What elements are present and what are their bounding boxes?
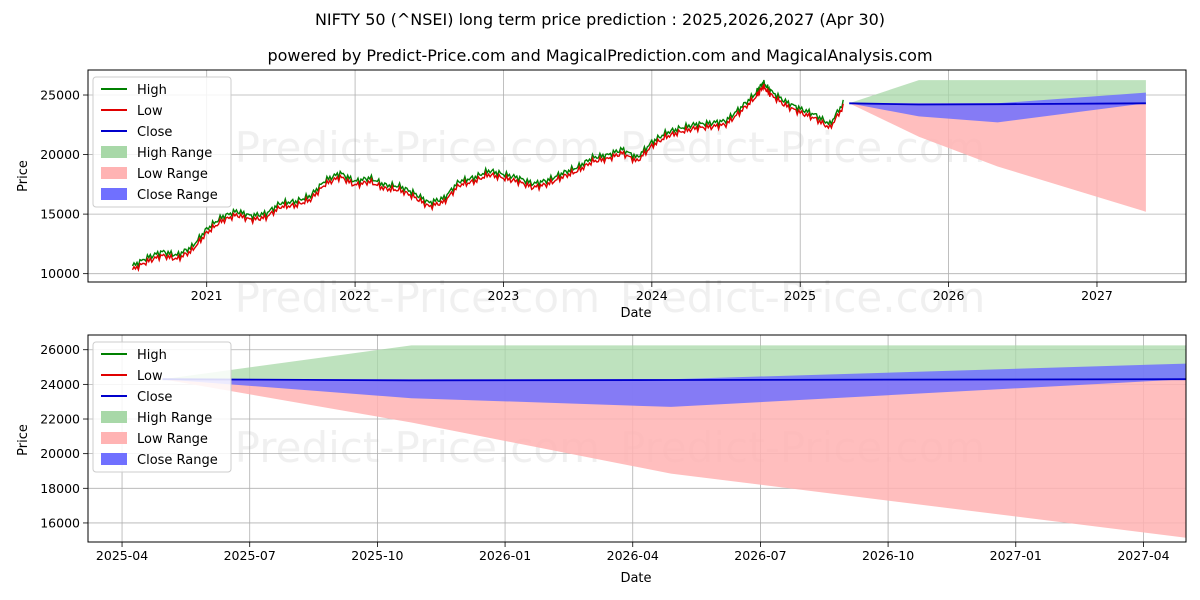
x-tick-label: 2026-04 [607, 548, 659, 563]
legend-label-low_range: Low Range [137, 432, 208, 447]
legend-swatch-low_range [101, 167, 127, 179]
legend-swatch-close_range [101, 453, 127, 465]
x-tick-label: 2026-01 [479, 548, 531, 563]
high-range-band [162, 345, 1186, 380]
x-tick-label: 2024 [636, 288, 668, 303]
chart-2: Predict-Price.comPredict-Price.com2025-0… [16, 334, 1187, 586]
y-axis-label: Price [16, 424, 31, 456]
watermark: Predict-Price.com [235, 273, 600, 322]
x-tick-label: 2025-10 [351, 548, 403, 563]
x-tick-label: 2025-04 [96, 548, 148, 563]
chart-title: NIFTY 50 (^NSEI) long term price predict… [314, 10, 886, 29]
x-tick-label: 2027-01 [990, 548, 1042, 563]
y-tick-label: 20000 [40, 446, 80, 461]
x-tick-label: 2027-04 [1117, 548, 1169, 563]
plot-frame [87, 334, 1187, 543]
legend-label-close_range: Close Range [137, 188, 218, 203]
close-series-line [162, 378, 1187, 382]
y-axis-label: Price [16, 160, 31, 192]
high-series-line [131, 79, 844, 269]
x-tick-label: 2021 [191, 288, 223, 303]
legend-frame [92, 76, 232, 208]
legend-frame [92, 341, 232, 473]
legend-label-high: High [137, 83, 167, 98]
low-range-band [162, 379, 1186, 538]
y-tick-label: 26000 [40, 342, 80, 357]
y-tick-label: 18000 [40, 481, 80, 496]
legend-swatch-high_range [101, 411, 127, 423]
legend-label-close: Close [137, 125, 172, 140]
y-tick-label: 20000 [40, 147, 80, 162]
x-tick-label: 2025-07 [224, 548, 276, 563]
x-tick-label: 2026-10 [862, 548, 914, 563]
x-tick-label: 2025 [784, 288, 816, 303]
x-axis-label: Date [620, 571, 651, 586]
x-axis-label: Date [620, 306, 651, 321]
low-series-line [131, 83, 844, 273]
legend: High Low Close High Range Low Range Close Ran… [92, 341, 232, 473]
legend-label-high_range: High Range [137, 146, 212, 161]
legend-label-low: Low [137, 104, 163, 119]
legend-label-low: Low [137, 369, 163, 384]
y-tick-label: 15000 [40, 207, 80, 222]
y-tick-label: 25000 [40, 88, 80, 103]
y-tick-label: 24000 [40, 377, 80, 392]
y-tick-label: 16000 [40, 515, 80, 530]
legend-label-low_range: Low Range [137, 167, 208, 182]
legend-label-high: High [137, 348, 167, 363]
watermark: Predict-Price.com [235, 123, 600, 172]
legend-swatch-high_range [101, 146, 127, 158]
legend: High Low Close High Range Low Range Close Ran… [92, 76, 232, 208]
y-tick-label: 10000 [40, 266, 80, 281]
chart-1: Predict-Price.com Predict-Price.com Predic… [16, 69, 1187, 322]
y-tick-label: 22000 [40, 412, 80, 427]
close-range-band [162, 363, 1186, 407]
low-range-band [849, 103, 1146, 212]
high-range-band [849, 80, 1146, 104]
legend-label-high_range: High Range [137, 411, 212, 426]
legend-swatch-low_range [101, 432, 127, 444]
legend-label-close_range: Close Range [137, 453, 218, 468]
close-series-line [849, 102, 1146, 106]
legend-swatch-close_range [101, 188, 127, 200]
chart-subtitle: powered by Predict-Price.com and Magical… [267, 46, 933, 65]
close-range-band [849, 92, 1146, 123]
x-tick-label: 2026 [933, 288, 965, 303]
x-tick-label: 2023 [488, 288, 520, 303]
legend-label-close: Close [137, 390, 172, 405]
x-tick-label: 2027 [1081, 288, 1113, 303]
plot-frame [87, 69, 1187, 283]
x-tick-label: 2026-07 [734, 548, 786, 563]
x-tick-label: 2022 [339, 288, 371, 303]
watermark: Predict-Price.com [620, 273, 985, 322]
